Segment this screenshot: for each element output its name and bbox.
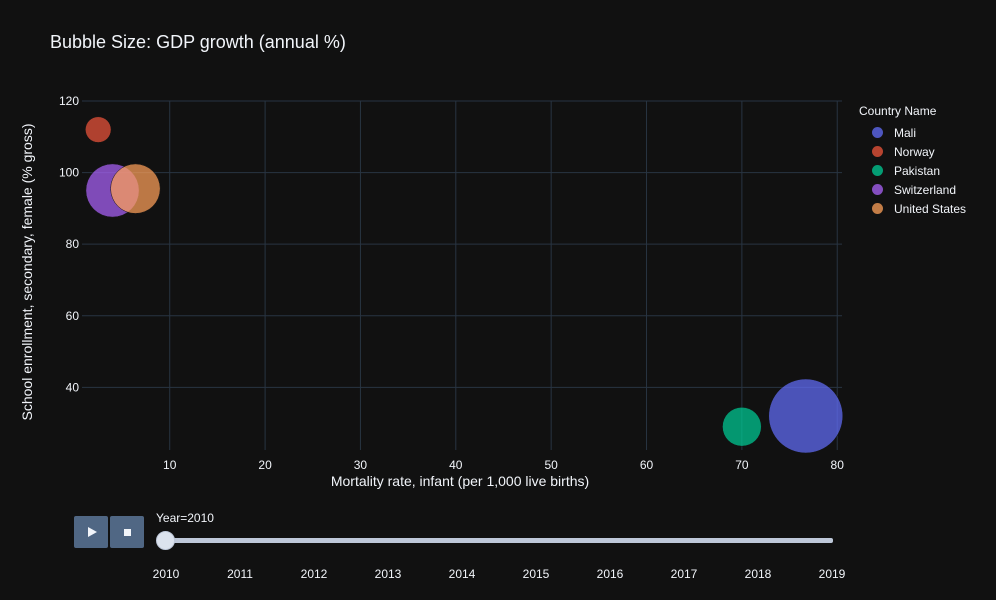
x-axis-ticks: 10 20 30 40 50 60 70 80 xyxy=(163,458,844,472)
chart-title: Bubble Size: GDP growth (annual %) xyxy=(50,32,346,52)
slider-tick-2017[interactable]: 2017 xyxy=(670,567,698,581)
y-tick-label: 120 xyxy=(59,94,79,108)
legend-item-label: Mali xyxy=(894,125,917,140)
y-axis-ticks: 40 60 80 100 120 xyxy=(59,94,79,394)
year-slider-handle[interactable] xyxy=(156,531,175,550)
x-tick-label: 30 xyxy=(354,458,368,472)
slider-tick-2010[interactable]: 2010 xyxy=(152,567,180,581)
slider-tick-2013[interactable]: 2013 xyxy=(374,567,402,581)
play-button[interactable] xyxy=(74,516,108,548)
slider-tick-2019[interactable]: 2019 xyxy=(818,567,846,581)
slider-tick-2014[interactable]: 2014 xyxy=(448,567,476,581)
bubbles xyxy=(85,116,844,454)
legend-item-label: Switzerland xyxy=(894,182,957,197)
x-tick-label: 50 xyxy=(544,458,558,472)
legend-item-label: Norway xyxy=(894,144,935,159)
legend: Country Name Mali Norway Pakistan Switzerla… xyxy=(859,104,966,218)
x-axis-label: Mortality rate, infant (per 1,000 live b… xyxy=(331,473,589,489)
grid-lines xyxy=(82,100,842,450)
slider-tick-2016[interactable]: 2016 xyxy=(596,567,624,581)
legend-item-label: United States xyxy=(894,201,967,216)
legend-item-mali[interactable]: Mali xyxy=(859,123,966,142)
x-tick-label: 60 xyxy=(640,458,654,472)
slider-tick-2011[interactable]: 2011 xyxy=(227,567,253,581)
bubble-norway[interactable] xyxy=(85,116,112,143)
legend-title: Country Name xyxy=(859,104,937,118)
y-tick-label: 40 xyxy=(66,380,80,394)
x-tick-label: 70 xyxy=(735,458,749,472)
stop-icon xyxy=(123,528,131,536)
bubble-pakistan[interactable] xyxy=(722,407,762,447)
slider-tick-2018[interactable]: 2018 xyxy=(744,567,772,581)
slider-tick-2012[interactable]: 2012 xyxy=(300,567,328,581)
legend-item-united-states[interactable]: United States xyxy=(859,199,966,218)
legend-item-pakistan[interactable]: Pakistan xyxy=(859,161,966,180)
x-tick-label: 20 xyxy=(258,458,272,472)
x-tick-label: 10 xyxy=(163,458,177,472)
legend-marker-icon xyxy=(872,127,883,138)
play-icon xyxy=(87,527,97,537)
animation-controls xyxy=(74,516,144,548)
y-tick-label: 60 xyxy=(66,309,80,323)
legend-item-norway[interactable]: Norway xyxy=(859,142,966,161)
y-tick-label: 80 xyxy=(66,237,80,251)
legend-marker-icon xyxy=(872,146,883,157)
slider-current-value: Year=2010 xyxy=(156,511,214,525)
slider-year-ticks: 2010 2011 2012 2013 2014 2015 2016 2017 2018 2019 xyxy=(0,567,996,583)
legend-marker-icon xyxy=(872,203,883,214)
legend-marker-icon xyxy=(872,165,883,176)
y-axis-label: School enrollment, secondary, female (% … xyxy=(19,124,35,421)
x-tick-label: 80 xyxy=(831,458,845,472)
legend-marker-icon xyxy=(872,184,883,195)
bubble-united-states[interactable] xyxy=(110,163,161,214)
y-tick-label: 100 xyxy=(59,166,79,180)
stop-button[interactable] xyxy=(110,516,144,548)
bubble-mali[interactable] xyxy=(768,378,844,454)
x-tick-label: 40 xyxy=(449,458,463,472)
slider-tick-2015[interactable]: 2015 xyxy=(522,567,550,581)
legend-item-label: Pakistan xyxy=(894,163,941,178)
legend-item-switzerland[interactable]: Switzerland xyxy=(859,180,966,199)
year-slider-track[interactable] xyxy=(165,538,833,543)
